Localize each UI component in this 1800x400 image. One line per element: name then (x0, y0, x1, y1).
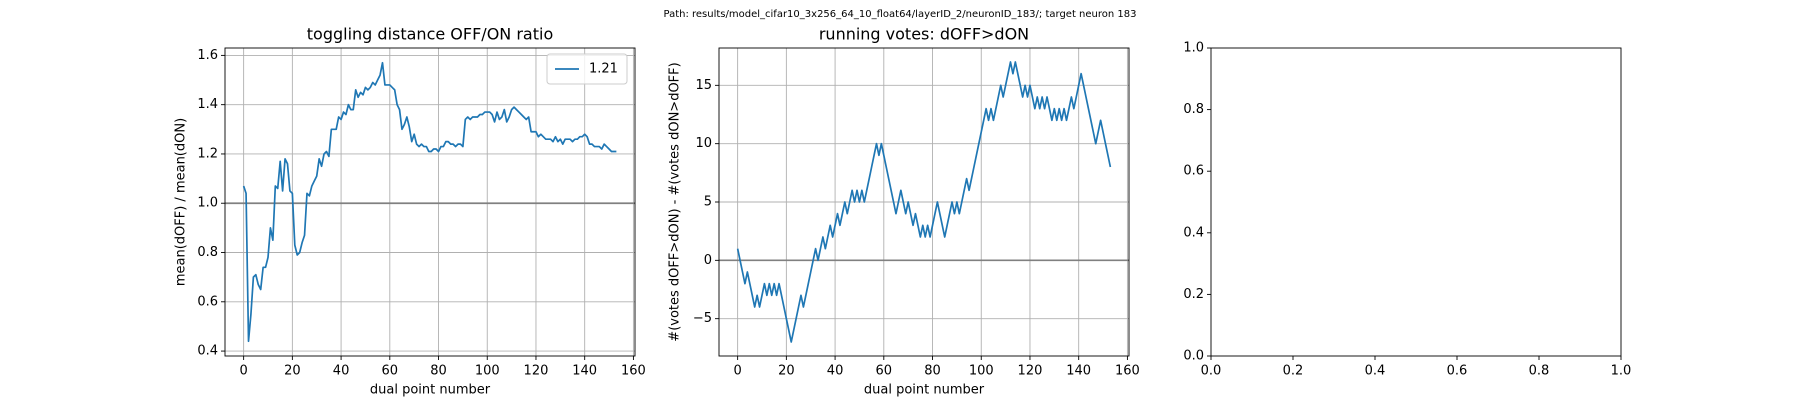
x-axis-label: dual point number (370, 383, 491, 398)
x-tick-label: 0.4 (1365, 364, 1386, 379)
y-tick-label: 0.6 (197, 294, 218, 309)
legend-box (546, 53, 628, 85)
x-tick-label: 60 (876, 364, 893, 379)
y-tick-label: 1.6 (197, 48, 218, 63)
line-series (242, 61, 617, 343)
x-tick-label: 100 (475, 364, 500, 379)
chart-title: running votes: dOFF>dON (819, 25, 1029, 44)
y-tick-label: 1.0 (1183, 41, 1204, 56)
x-tick-label: 0.6 (1447, 364, 1468, 379)
x-tick-label: 100 (969, 364, 994, 379)
chart-title: toggling distance OFF/ON ratio (307, 25, 553, 44)
x-tick-label: 160 (1115, 364, 1140, 379)
y-tick-label: 0.0 (1183, 349, 1204, 364)
y-tick-label: −5 (693, 311, 712, 326)
x-tick-label: 0.0 (1201, 364, 1222, 379)
y-tick-label: 10 (695, 136, 712, 151)
y-axis-label: mean(dOFF) / mean(dON) (174, 118, 189, 286)
axes-frame (224, 47, 636, 357)
x-tick-label: 0 (733, 364, 741, 379)
x-tick-label: 0 (239, 364, 247, 379)
figure-title: Path: results/model_cifar10_3x256_64_10_… (664, 9, 1137, 20)
x-tick-label: 140 (572, 364, 597, 379)
y-tick-label: 0.8 (1183, 102, 1204, 117)
x-tick-label: 80 (924, 364, 941, 379)
axes-frame (1210, 47, 1622, 357)
y-tick-label: 0.4 (1183, 225, 1204, 240)
x-tick-label: 80 (430, 364, 447, 379)
x-tick-label: 60 (382, 364, 399, 379)
x-tick-label: 0.2 (1283, 364, 1304, 379)
x-tick-label: 160 (621, 364, 646, 379)
x-tick-label: 20 (284, 364, 301, 379)
x-tick-label: 20 (778, 364, 795, 379)
y-tick-label: 5 (704, 195, 712, 210)
y-tick-label: 0.2 (1183, 287, 1204, 302)
x-tick-label: 140 (1066, 364, 1091, 379)
y-tick-label: 15 (695, 78, 712, 93)
y-axis-label: #(votes dOFF>dON) - #(votes dON>dOFF) (668, 62, 683, 341)
x-tick-label: 1.0 (1611, 364, 1632, 379)
axes-frame (718, 47, 1130, 357)
x-tick-label: 120 (1018, 364, 1043, 379)
y-tick-label: 0.8 (197, 245, 218, 260)
x-tick-label: 40 (333, 364, 350, 379)
x-tick-label: 0.8 (1529, 364, 1550, 379)
y-tick-label: 0.4 (197, 344, 218, 359)
x-tick-label: 40 (827, 364, 844, 379)
y-tick-label: 1.4 (197, 97, 218, 112)
line-series (736, 61, 1112, 343)
y-tick-label: 0.6 (1183, 164, 1204, 179)
y-tick-label: 1.2 (197, 146, 218, 161)
y-tick-label: 1.0 (197, 196, 218, 211)
y-tick-label: 0 (704, 253, 712, 268)
x-axis-label: dual point number (864, 383, 985, 398)
legend-label: 1.21 (589, 62, 618, 77)
x-tick-label: 120 (524, 364, 549, 379)
